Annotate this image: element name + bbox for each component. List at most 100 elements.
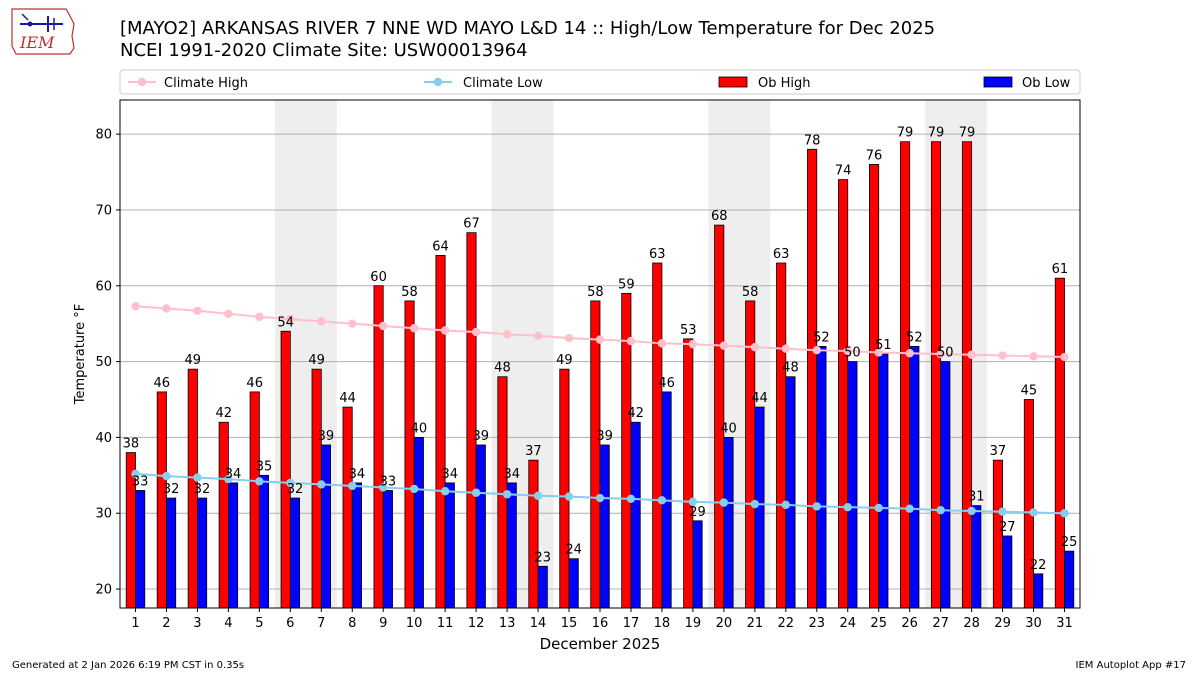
x-tick-label: 12	[468, 616, 485, 631]
title-line-2: NCEI 1991-2020 Climate Site: USW00013964	[120, 40, 528, 61]
x-tick-label: 26	[901, 616, 918, 631]
ob-low-bar	[413, 437, 424, 609]
ob-high-bar	[156, 391, 167, 609]
ob-high-label: 78	[804, 133, 821, 148]
ob-high-bar	[838, 179, 849, 609]
weather-station-icon	[20, 13, 63, 32]
ob-high-label: 54	[277, 315, 294, 330]
x-tick-label: 9	[379, 616, 387, 631]
ob-high-bar	[249, 391, 260, 609]
climate-low-point	[967, 506, 976, 516]
climate-high-point	[1060, 352, 1069, 362]
ob-high-label: 58	[401, 285, 418, 300]
x-tick-label: 6	[286, 616, 294, 631]
x-tick-label: 5	[255, 616, 263, 631]
x-tick-label: 16	[592, 616, 609, 631]
ob-low-bar	[382, 490, 393, 609]
ob-low-label: 24	[565, 543, 582, 558]
ob-high-label: 37	[990, 444, 1007, 459]
ob-high-bar	[404, 300, 415, 609]
x-tick-label: 10	[406, 616, 423, 631]
climate-high-point	[626, 336, 636, 346]
ob-low-bar	[940, 361, 951, 609]
ob-low-bar	[351, 482, 362, 609]
climate-low-point	[781, 500, 791, 510]
climate-high-point	[564, 333, 574, 343]
ob-low-label: 32	[163, 482, 180, 497]
ob-low-bar	[1002, 535, 1013, 609]
ob-high-bar	[930, 141, 942, 609]
ob-low-bar	[723, 437, 734, 609]
ob-low-label: 34	[225, 467, 242, 482]
ob-low-label: 40	[720, 421, 737, 436]
ob-high-label: 74	[835, 164, 852, 179]
ob-low-label: 39	[318, 429, 335, 444]
climate-low-point	[905, 504, 914, 513]
x-tick-label: 2	[162, 616, 170, 631]
ob-high-label: 46	[246, 376, 263, 391]
legend-ob-high-swatch	[718, 76, 748, 88]
climate-high-point	[533, 331, 543, 341]
climate-low-point	[1029, 508, 1038, 517]
y-axis-label: Temperature °F	[73, 304, 88, 405]
ob-high-label: 68	[711, 209, 728, 224]
logo-text: IEM	[19, 33, 55, 52]
ob-low-label: 34	[503, 467, 520, 482]
x-tick-label: 28	[963, 616, 980, 631]
climate-high-point	[967, 350, 976, 359]
climate-low-point	[750, 499, 760, 509]
climate-low-point	[595, 493, 605, 503]
legend-climate-low-marker	[433, 77, 443, 87]
app-credit: IEM Autoplot App #17	[1075, 660, 1186, 671]
ob-high-label: 58	[587, 285, 604, 300]
x-tick-label: 17	[623, 616, 640, 631]
ob-high-label: 38	[123, 437, 140, 452]
ob-low-label: 32	[194, 482, 211, 497]
climate-low-point	[317, 480, 326, 489]
y-tick-label: 60	[95, 279, 112, 294]
ob-high-label: 48	[494, 361, 511, 376]
ob-high-bar	[776, 262, 787, 609]
ob-high-bar	[311, 368, 322, 609]
climate-high-point	[440, 326, 450, 335]
ob-high-bar	[961, 141, 973, 609]
x-axis-label: December 2025	[540, 635, 661, 653]
ob-low-label: 39	[473, 429, 490, 444]
ob-low-label: 23	[534, 550, 551, 565]
climate-high-point	[781, 344, 791, 353]
legend-box	[119, 69, 1081, 95]
ob-low-label: 52	[906, 330, 923, 345]
climate-low-point	[1060, 509, 1069, 518]
y-tick-label: 30	[95, 507, 112, 522]
ob-low-label: 46	[658, 376, 675, 391]
ob-high-bar	[590, 300, 601, 609]
ob-low-label: 51	[875, 338, 892, 353]
ob-low-bar	[878, 353, 889, 609]
climate-low-point	[502, 490, 512, 499]
ob-low-bar	[909, 346, 920, 609]
climate-low-point	[688, 497, 698, 507]
chart-title: [MAYO2] ARKANSAS RIVER 7 NNE WD MAYO L&D…	[120, 18, 935, 62]
x-tick-label: 8	[348, 616, 356, 631]
x-tick-label: 27	[932, 616, 949, 631]
climate-high-point	[193, 306, 202, 315]
ob-low-bar	[568, 558, 579, 609]
climate-low-point	[409, 484, 419, 494]
climate-low-point	[843, 502, 852, 512]
ob-low-label: 44	[751, 391, 768, 406]
climate-high-point	[471, 327, 481, 337]
x-tick-label: 24	[839, 616, 856, 631]
climate-low-point	[440, 487, 450, 496]
ob-low-label: 27	[999, 520, 1016, 535]
ob-low-bar	[630, 421, 641, 609]
x-tick-label: 22	[778, 616, 795, 631]
x-tick-label: 18	[654, 616, 671, 631]
climate-low-point	[936, 505, 945, 515]
ob-high-label: 46	[154, 376, 171, 391]
climate-high-point	[1029, 352, 1038, 361]
ob-high-label: 63	[773, 247, 790, 262]
climate-low-point	[564, 492, 574, 501]
ob-low-label: 33	[132, 474, 149, 489]
ob-high-label: 42	[215, 406, 232, 421]
